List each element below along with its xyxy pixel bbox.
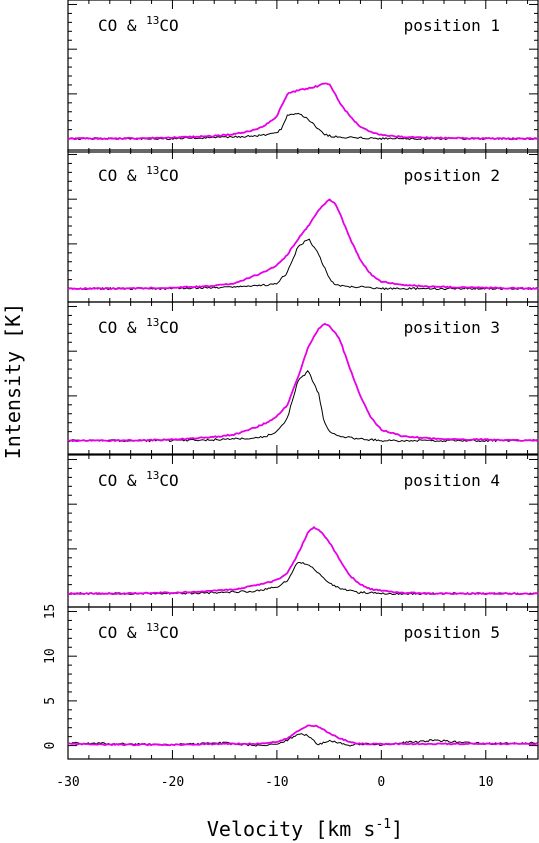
panels-group: CO & 13CO position 1CO & 13CO position 2CO… bbox=[43, 0, 539, 760]
y-axis-label: Intensity [K] bbox=[1, 303, 25, 460]
species-main: CO & bbox=[98, 166, 146, 185]
y-tick-label: 10 bbox=[43, 648, 58, 664]
panel-species-label: CO & 13CO bbox=[98, 164, 179, 185]
species-iso: CO bbox=[159, 623, 178, 642]
x-axis-label-sup: -1 bbox=[375, 817, 391, 832]
co13-line bbox=[67, 370, 539, 443]
panel-species-label: CO & 13CO bbox=[98, 14, 179, 35]
panel-2: CO & 13CO position 2 bbox=[67, 149, 539, 303]
species-iso: CO bbox=[159, 16, 178, 35]
species-main: CO & bbox=[98, 318, 146, 337]
co-line bbox=[67, 322, 539, 443]
co-line bbox=[67, 525, 539, 596]
x-tick-label: -30 bbox=[56, 775, 79, 790]
panel-species-label: CO & 13CO bbox=[98, 316, 179, 337]
x-axis-label: Velocity [km s-1] bbox=[207, 817, 403, 841]
y-tick-label: 5 bbox=[43, 697, 58, 705]
co13-line bbox=[67, 112, 539, 141]
panel-position-label: position 3 bbox=[404, 318, 500, 337]
co-line bbox=[67, 198, 539, 291]
co-line bbox=[67, 82, 539, 141]
panel-position-label: position 2 bbox=[404, 166, 500, 185]
x-tick-label: -10 bbox=[265, 775, 288, 790]
co-line bbox=[67, 724, 539, 747]
x-tick-label: -20 bbox=[161, 775, 184, 790]
panel-species-label: CO & 13CO bbox=[98, 621, 179, 642]
species-main: CO & bbox=[98, 16, 146, 35]
species-iso: CO bbox=[159, 166, 178, 185]
x-tick-label: 10 bbox=[478, 775, 494, 790]
x-axis-label-main: Velocity [km s bbox=[207, 817, 376, 841]
x-axis: -30 -20 -10 0 10 bbox=[56, 775, 493, 790]
species-main: CO & bbox=[98, 623, 146, 642]
y-tick-label: 15 bbox=[43, 604, 58, 620]
panel-position-label: position 4 bbox=[404, 471, 500, 490]
co13-line bbox=[67, 562, 539, 596]
species-sup: 13 bbox=[146, 164, 159, 177]
species-sup: 13 bbox=[146, 469, 159, 482]
panel-species-label: CO & 13CO bbox=[98, 469, 179, 490]
co13-line bbox=[67, 238, 539, 291]
species-main: CO & bbox=[98, 471, 146, 490]
panel-5: 0 5 10 15 CO & 13CO position 5 bbox=[43, 604, 539, 760]
species-sup: 13 bbox=[146, 14, 159, 27]
species-sup: 13 bbox=[146, 621, 159, 634]
species-sup: 13 bbox=[146, 316, 159, 329]
species-iso: CO bbox=[159, 471, 178, 490]
panel-position-label: position 1 bbox=[404, 16, 500, 35]
panel-3: CO & 13CO position 3 bbox=[67, 301, 539, 455]
panel-position-label: position 5 bbox=[404, 623, 500, 642]
panel-4: CO & 13CO position 4 bbox=[67, 454, 539, 608]
panel-1: CO & 13CO position 1 bbox=[67, 0, 539, 153]
x-tick-label: 0 bbox=[377, 775, 385, 790]
x-axis-label-close: ] bbox=[391, 817, 403, 841]
species-iso: CO bbox=[159, 318, 178, 337]
y-tick-label: 0 bbox=[43, 742, 58, 750]
